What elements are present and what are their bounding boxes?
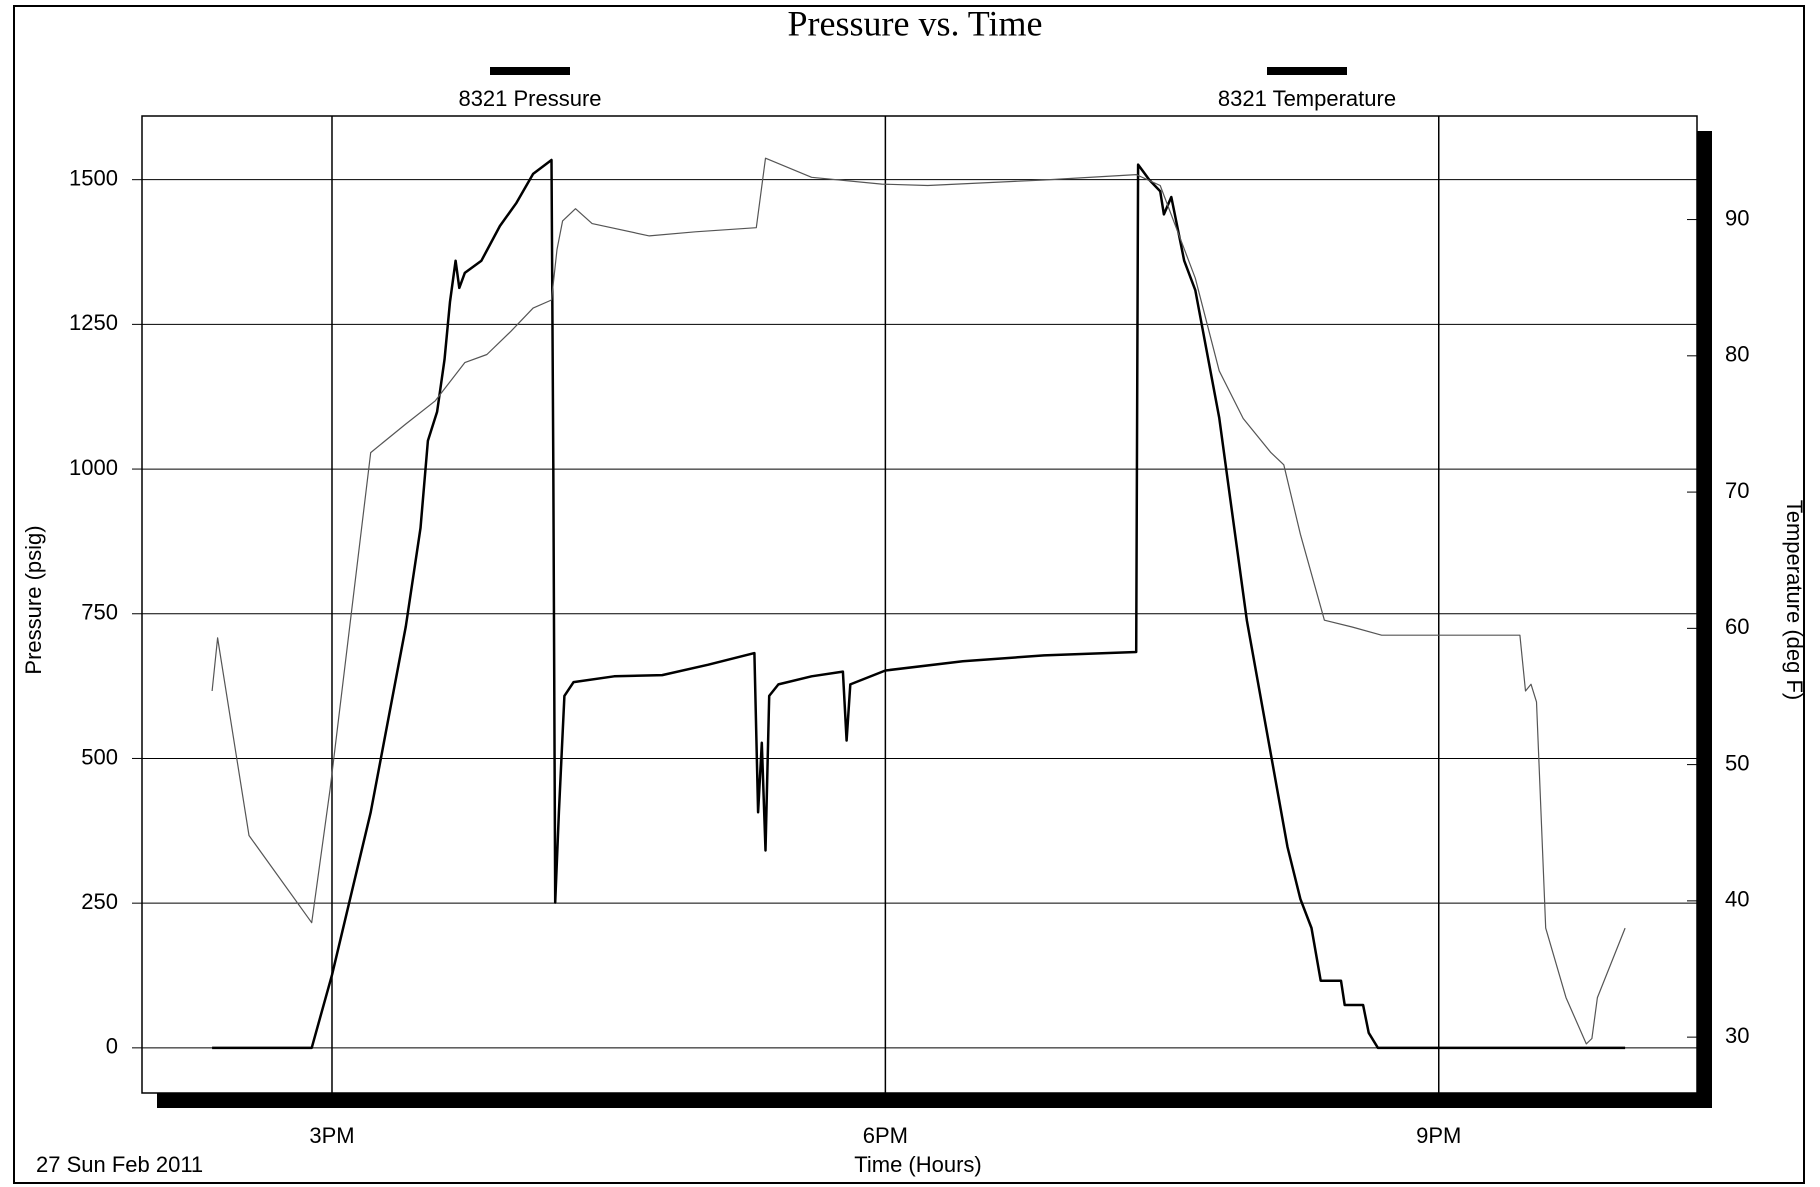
axis-shadow <box>1697 131 1712 1108</box>
legend-label: 8321 Pressure <box>458 86 601 111</box>
legend-label: 8321 Temperature <box>1218 86 1396 111</box>
series-line <box>212 158 1626 1050</box>
y-tick-label: 1250 <box>69 310 118 335</box>
y-tick-label: 0 <box>106 1034 118 1059</box>
frame <box>13 5 1805 1184</box>
y-tick-label: 1000 <box>69 455 118 480</box>
y-tick-label: 500 <box>81 744 118 769</box>
series-line <box>211 157 1626 1045</box>
y-tick-label: 1500 <box>69 165 118 190</box>
x-axis-title: Time (Hours) <box>854 1152 982 1177</box>
x-tick-label: 9PM <box>1416 1123 1461 1148</box>
y2-axis-title: Temperature (deg F) <box>1782 500 1807 701</box>
y-tick-label: 750 <box>81 600 118 625</box>
y2-tick-label: 80 <box>1725 342 1749 367</box>
y2-tick-label: 50 <box>1725 750 1749 775</box>
x-tick-label: 3PM <box>309 1123 354 1148</box>
date-note: 27 Sun Feb 2011 <box>36 1152 203 1177</box>
y2-tick-label: 60 <box>1725 614 1749 639</box>
y2-tick-label: 90 <box>1725 205 1749 230</box>
y2-tick-label: 70 <box>1725 478 1749 503</box>
plot-area <box>141 115 1698 1094</box>
chart-title: Pressure vs. Time <box>787 3 1042 43</box>
y2-tick-label: 40 <box>1725 887 1749 912</box>
y2-tick-label: 30 <box>1725 1023 1749 1048</box>
axis-shadow <box>157 1093 1712 1108</box>
y-axis-title: Pressure (psig) <box>21 525 46 674</box>
y-tick-label: 250 <box>81 889 118 914</box>
x-tick-label: 6PM <box>863 1123 908 1148</box>
